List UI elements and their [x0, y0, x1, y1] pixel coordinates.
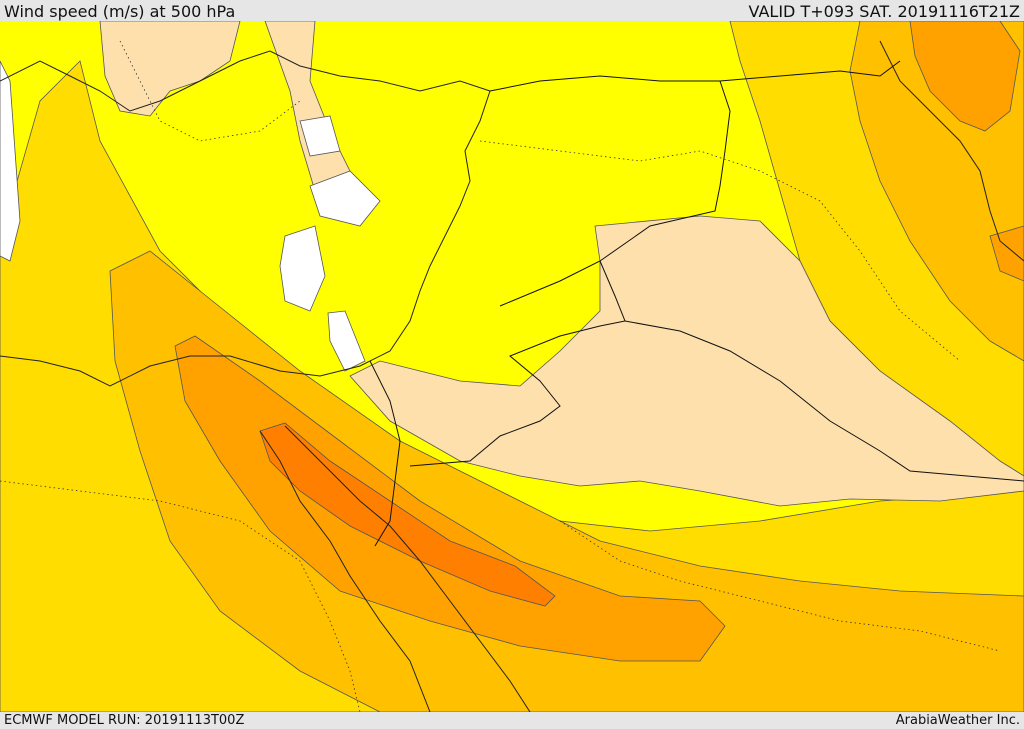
- map-title: Wind speed (m/s) at 500 hPa: [4, 2, 236, 21]
- header-bar: [0, 0, 1024, 21]
- field-northeast-orange: [909, 21, 1021, 132]
- coastline-mediterranean: [0, 90, 491, 387]
- dotted-boundaries-4: [119, 40, 301, 142]
- wind-speed-map: [0, 21, 1024, 712]
- field-peach-north: [99, 21, 241, 117]
- field-calm-3: [279, 225, 326, 312]
- coastline-gulf: [879, 40, 1024, 262]
- credit-label: ArabiaWeather Inc.: [895, 713, 1020, 728]
- field-calm-1: [299, 115, 341, 157]
- border-saudi-iraq: [624, 320, 1024, 482]
- field-jet-orange: [174, 335, 726, 662]
- dotted-boundaries-1: [479, 140, 961, 362]
- field-calm-west: [0, 60, 21, 262]
- coastline-turkey: [0, 50, 491, 112]
- footer-bar: [0, 712, 1024, 729]
- valid-time: VALID T+093 SAT. 20191116T21Z: [748, 2, 1020, 21]
- dotted-boundaries-3: [559, 520, 1001, 652]
- coastline-red-sea-east: [284, 425, 531, 712]
- field-jet-core: [259, 422, 556, 607]
- border-syria-iraq: [499, 80, 731, 307]
- field-calm-2: [309, 170, 381, 227]
- dotted-boundaries-2: [0, 480, 361, 712]
- field-northeast-orange-east: [989, 225, 1024, 282]
- field-jet-amber: [109, 250, 1024, 712]
- field-peach-desert: [349, 215, 1024, 507]
- coastline-red-sea-west: [259, 430, 431, 712]
- border-egypt: [369, 360, 401, 547]
- border-jordan-saudi: [409, 260, 626, 467]
- field-calm-4: [327, 310, 366, 372]
- model-run-label: ECMWF MODEL RUN: 20191113T00Z: [4, 713, 245, 728]
